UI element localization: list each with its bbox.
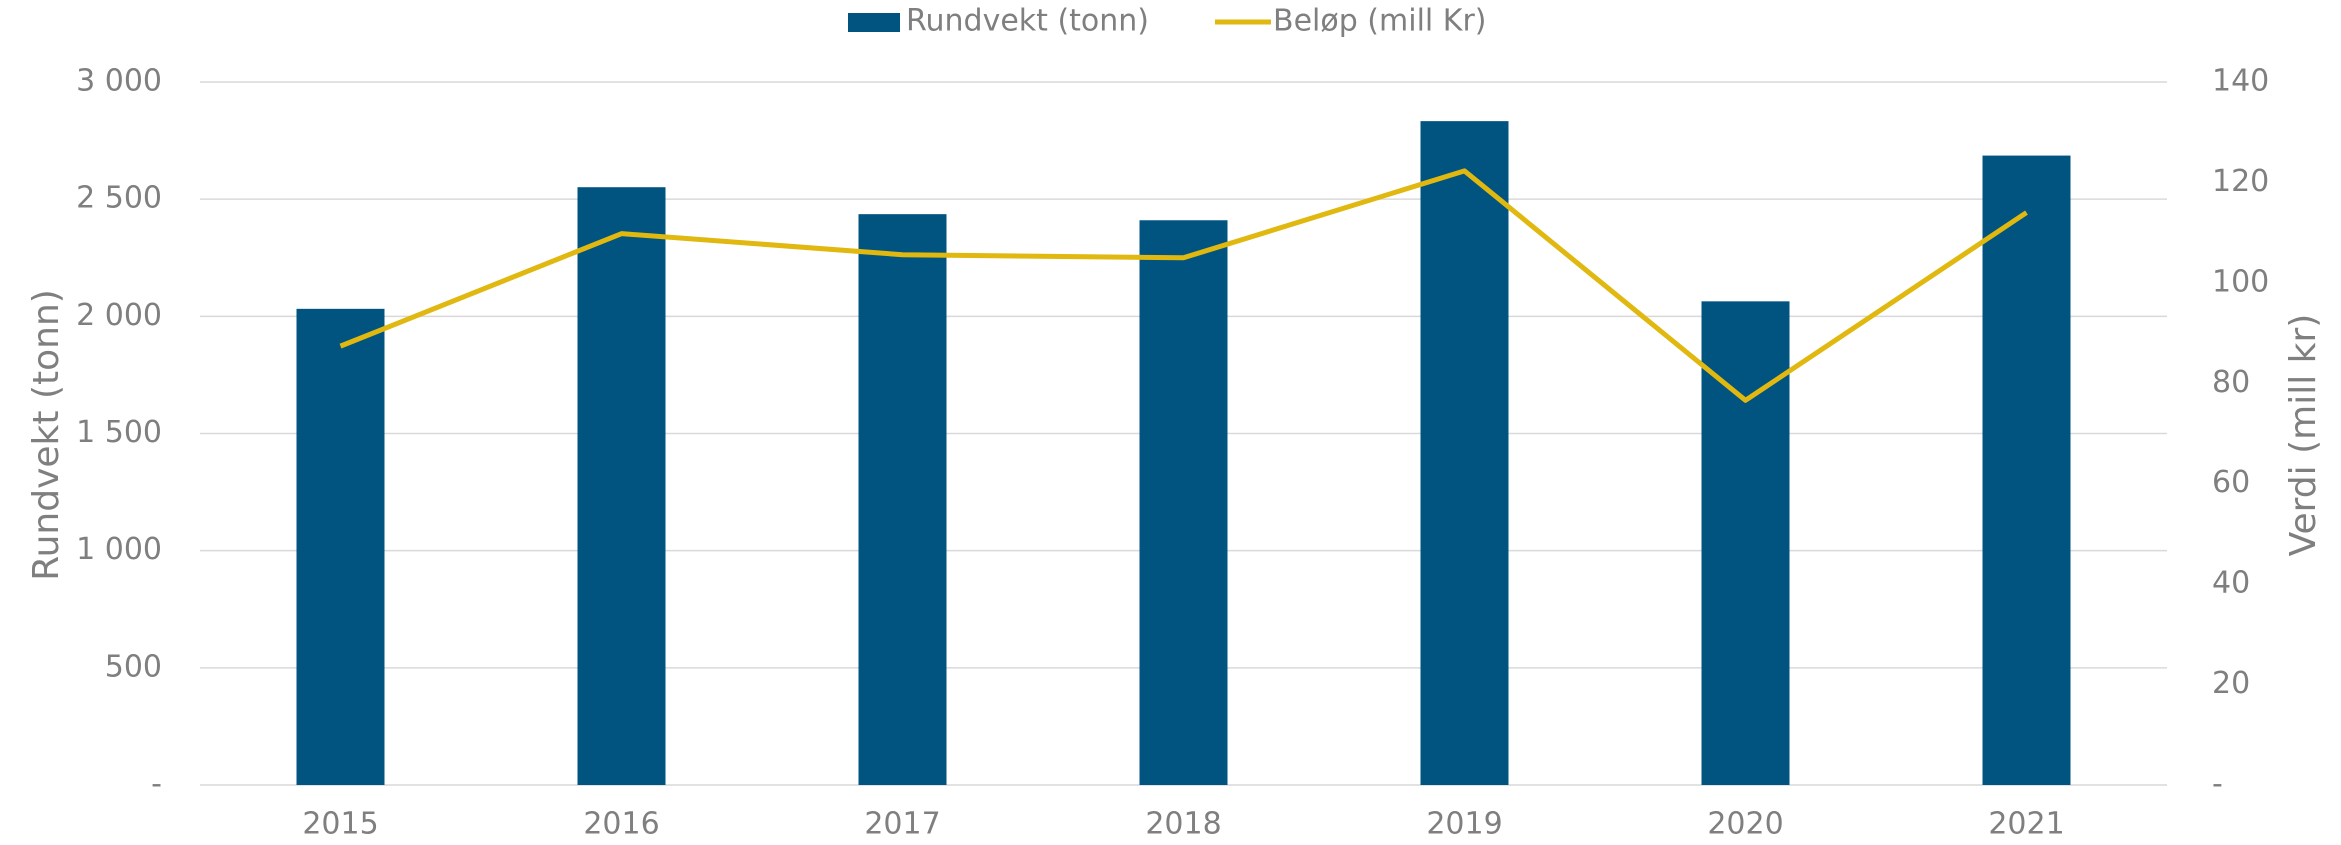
y-axis-title: Rundvekt (tonn)	[26, 289, 67, 581]
y-tick-label: 1 000	[76, 532, 162, 567]
x-tick-label: 2015	[302, 807, 378, 842]
bar	[858, 214, 947, 785]
x-tick-label: 2016	[583, 807, 659, 842]
y-tick-label: 3 000	[76, 64, 162, 99]
bar	[1420, 121, 1509, 785]
bar	[577, 187, 666, 785]
x-tick-label: 2020	[1707, 807, 1783, 842]
legend-label: Beløp (mill Kr)	[1273, 4, 1487, 39]
x-tick-label: 2019	[1426, 807, 1502, 842]
y-tick-label: 2 000	[76, 298, 162, 333]
y-tick-label: 500	[105, 649, 162, 684]
y-tick-label: 1 500	[76, 415, 162, 450]
y2-tick-label: 20	[2212, 666, 2250, 701]
y2-tick-label: 120	[2212, 164, 2269, 199]
bar	[296, 308, 385, 785]
legend-label: Rundvekt (tonn)	[906, 4, 1149, 39]
y2-tick-label: 140	[2212, 64, 2269, 99]
x-tick-label: 2021	[1988, 807, 2064, 842]
y2-tick-label: 40	[2212, 566, 2250, 601]
y2-tick-label: 100	[2212, 264, 2269, 299]
y2-tick-label: 60	[2212, 465, 2250, 500]
x-tick-label: 2018	[1145, 807, 1221, 842]
y-tick-label: -	[151, 767, 162, 802]
line	[339, 168, 2028, 403]
legend-swatch	[848, 13, 900, 32]
x-tick-label: 2017	[864, 807, 940, 842]
y2-tick-label: 80	[2212, 365, 2250, 400]
y2-tick-label: -	[2212, 767, 2223, 802]
y-tick-label: 2 500	[76, 181, 162, 216]
y2-axis-title: Verdi (mill kr)	[2283, 314, 2324, 557]
bar	[1139, 220, 1228, 786]
bar	[1982, 155, 2071, 785]
